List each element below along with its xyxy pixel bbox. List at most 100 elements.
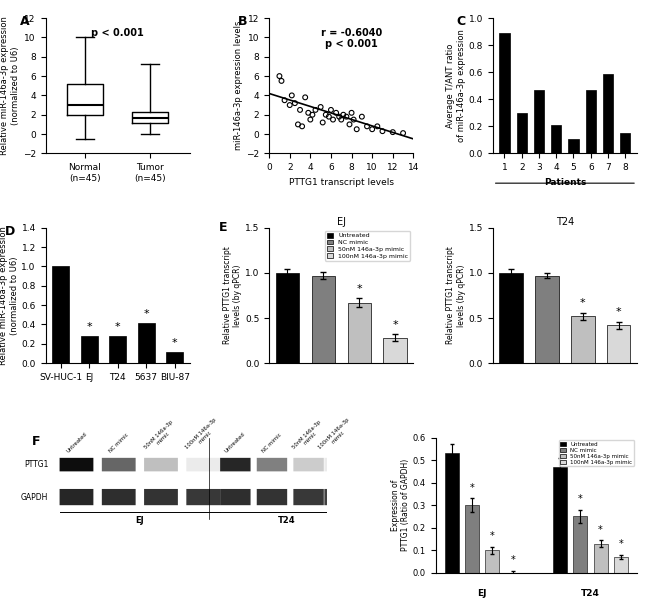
Title: EJ: EJ [337, 217, 346, 227]
Text: *: * [619, 539, 623, 549]
Bar [109, 336, 126, 363]
Point [341, 112, 352, 121]
Text: T24: T24 [278, 516, 295, 525]
Text: Untreated: Untreated [224, 431, 246, 454]
Title: T24: T24 [556, 217, 574, 227]
Point [331, 108, 341, 118]
Legend: Untreated, NC mimic, 50nM 146a-3p mimic, 100nM 146a-3p mimic: Untreated, NC mimic, 50nM 146a-3p mimic,… [559, 440, 634, 466]
Point [295, 105, 306, 115]
Point [344, 119, 355, 129]
Point [346, 108, 357, 118]
Text: 100nM 146a-3p
mimic: 100nM 146a-3p mimic [318, 417, 355, 454]
Point [348, 115, 359, 124]
Bar [311, 276, 335, 363]
Point [372, 122, 382, 131]
Point [387, 127, 398, 137]
Text: PTTG1: PTTG1 [24, 460, 48, 469]
Y-axis label: Average T/ANT ratio
of miR-146a-3p expression: Average T/ANT ratio of miR-146a-3p expre… [447, 30, 466, 142]
Text: *: * [580, 298, 586, 308]
Text: p < 0.001: p < 0.001 [91, 28, 144, 38]
Text: *: * [470, 483, 474, 493]
Text: 50nM 146a-3p
mimic: 50nM 146a-3p mimic [144, 419, 178, 454]
FancyBboxPatch shape [293, 489, 324, 505]
Point [310, 105, 320, 115]
Text: *: * [490, 531, 495, 541]
FancyBboxPatch shape [187, 458, 220, 472]
Y-axis label: Relative PTTG1 transcript
levels (by qPCR): Relative PTTG1 transcript levels (by qPC… [447, 247, 466, 344]
Bar [586, 90, 596, 153]
Text: EJ: EJ [478, 589, 487, 598]
Point [324, 112, 334, 121]
Bar [620, 133, 630, 153]
FancyBboxPatch shape [257, 458, 287, 472]
Point [362, 122, 372, 131]
Text: 50nM 146a-3p
mimic: 50nM 146a-3p mimic [291, 419, 326, 454]
Bar [551, 125, 562, 153]
FancyBboxPatch shape [257, 489, 287, 505]
Y-axis label: Relative miR-146a-3p expression
(normalized to U6): Relative miR-146a-3p expression (normali… [1, 16, 20, 155]
Point [274, 71, 285, 81]
Point [297, 122, 307, 131]
Text: F: F [31, 435, 40, 448]
Bar [348, 303, 371, 363]
Text: NC mimic: NC mimic [108, 432, 129, 454]
Text: r = -0.6040
p < 0.001: r = -0.6040 p < 0.001 [321, 28, 382, 49]
Text: EJ: EJ [136, 516, 144, 525]
Point [320, 110, 331, 119]
Point [303, 108, 313, 118]
Text: D: D [5, 225, 16, 238]
Point [336, 115, 346, 124]
Bar [465, 505, 479, 573]
Text: *: * [598, 525, 603, 534]
Bar [568, 139, 578, 153]
Text: *: * [86, 322, 92, 332]
Text: GAPDH: GAPDH [21, 493, 48, 502]
Text: Untreated: Untreated [65, 431, 88, 454]
Point [300, 92, 311, 102]
Bar [276, 273, 299, 363]
Text: E: E [218, 221, 227, 234]
Text: *: * [115, 322, 120, 332]
X-axis label: Patients: Patients [543, 178, 586, 187]
FancyBboxPatch shape [144, 489, 178, 505]
Point [305, 115, 315, 124]
Text: B: B [237, 16, 247, 28]
Bar [138, 323, 155, 363]
Point [367, 124, 378, 134]
Text: NC mimic: NC mimic [261, 432, 283, 454]
Text: *: * [578, 494, 583, 504]
Legend: Untreated, NC mimic, 50nM 146a-3p mimic, 100nM 146a-3p mimic: Untreated, NC mimic, 50nM 146a-3p mimic,… [325, 231, 410, 260]
Bar [535, 276, 558, 363]
FancyBboxPatch shape [324, 458, 348, 472]
FancyBboxPatch shape [102, 489, 136, 505]
Point [326, 105, 336, 115]
Bar [166, 352, 183, 363]
Text: *: * [144, 309, 149, 318]
FancyBboxPatch shape [293, 458, 324, 472]
Bar [517, 113, 527, 153]
Y-axis label: Relative miR-146a-3p expression
(normalized to U6): Relative miR-146a-3p expression (normali… [0, 226, 19, 365]
Bar [593, 543, 608, 573]
Point [398, 128, 408, 138]
Bar [81, 336, 98, 363]
Bar [573, 517, 588, 573]
Text: *: * [510, 555, 515, 565]
Bar [384, 338, 407, 363]
Bar [52, 267, 69, 363]
Point [328, 115, 338, 124]
X-axis label: PTTG1 transcript levels: PTTG1 transcript levels [289, 178, 394, 187]
Point [334, 112, 345, 121]
Text: A: A [20, 16, 29, 28]
Point [276, 76, 287, 86]
FancyBboxPatch shape [60, 489, 94, 505]
FancyBboxPatch shape [220, 458, 250, 472]
FancyBboxPatch shape [187, 489, 220, 505]
Text: *: * [616, 307, 621, 317]
Bar [614, 557, 628, 573]
Bar [534, 90, 544, 153]
Text: *: * [356, 283, 362, 294]
Point [285, 100, 295, 110]
Bar [499, 33, 510, 153]
Bar [571, 316, 595, 363]
Point [357, 112, 367, 121]
